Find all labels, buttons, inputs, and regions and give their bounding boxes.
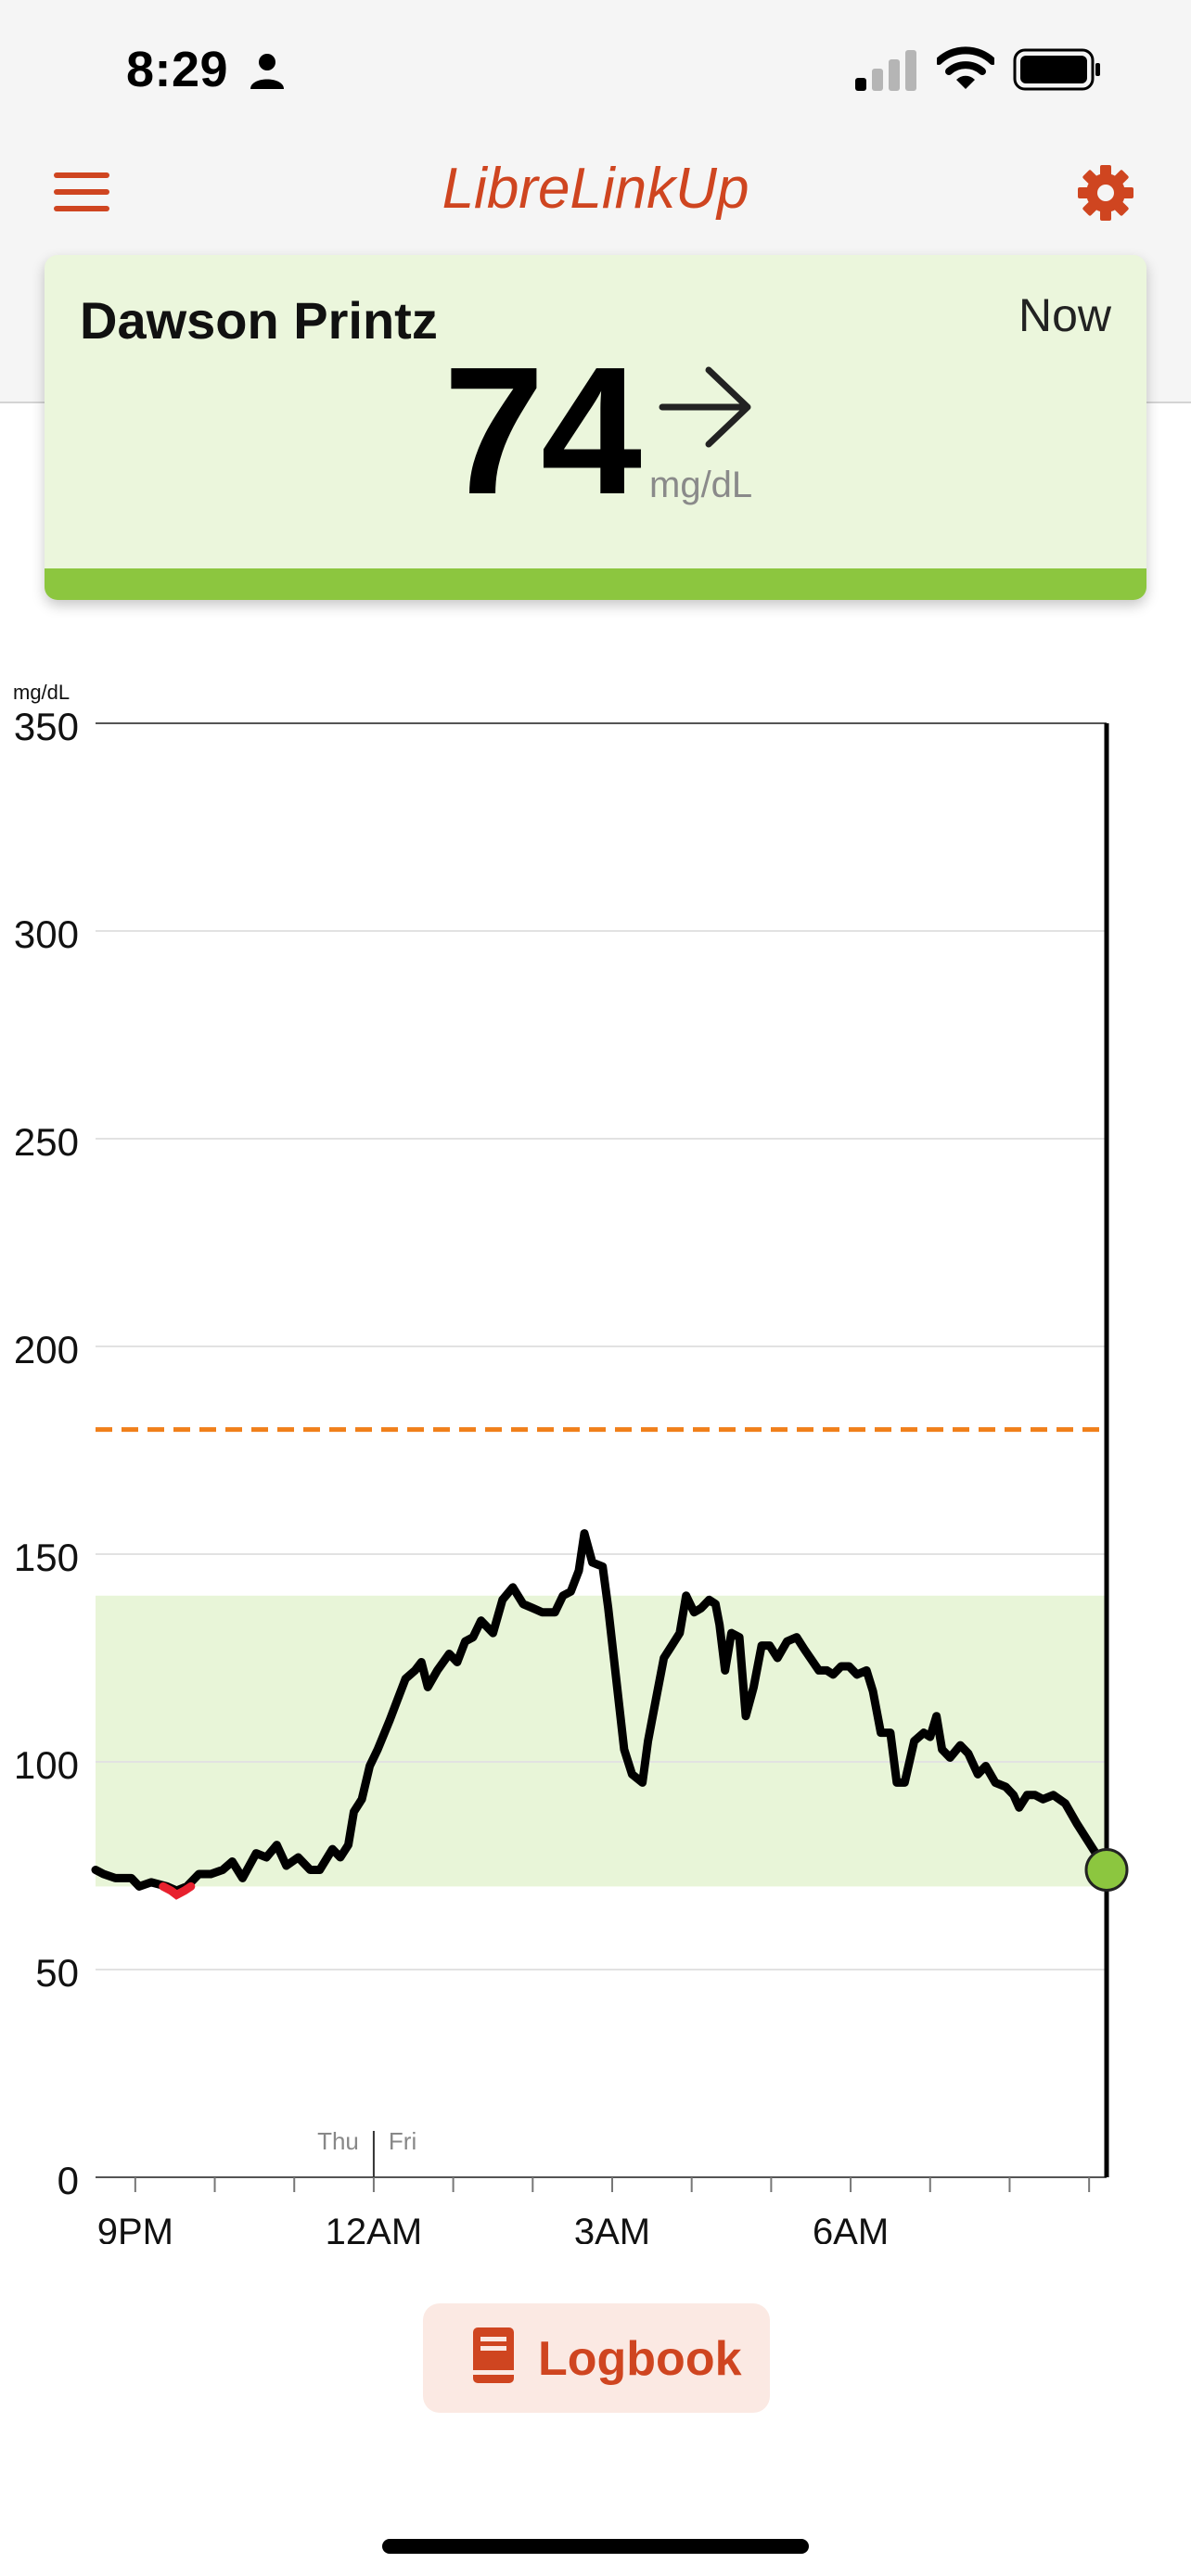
range-status-bar: [45, 568, 1146, 600]
arrow-right-icon: [659, 366, 751, 448]
book-icon: [473, 2327, 514, 2383]
home-indicator[interactable]: [382, 2539, 809, 2554]
current-reading-point: [1084, 1847, 1129, 1892]
glucose-series-line: [91, 1529, 1111, 1895]
y-tick-label: 300: [14, 912, 79, 956]
y-tick-label: 0: [58, 2159, 79, 2202]
patient-name: Dawson Printz: [80, 291, 438, 350]
status-time: 8:29: [126, 42, 229, 97]
cellular-signal-icon: [855, 50, 916, 91]
y-tick-label: 350: [14, 705, 79, 748]
x-tick-label: 3AM: [574, 2212, 650, 2244]
gear-icon[interactable]: [1076, 163, 1135, 223]
target-range-band: [96, 1595, 1107, 1887]
hamburger-menu-icon[interactable]: [54, 169, 113, 215]
status-bar: 8:29: [0, 0, 1191, 139]
y-tick-label: 50: [35, 1951, 79, 1995]
y-tick-label: 200: [14, 1328, 79, 1371]
x-tick-label: 6AM: [813, 2212, 889, 2244]
person-icon: [250, 54, 284, 89]
y-tick-label: 100: [14, 1743, 79, 1787]
glucose-value: 74: [443, 329, 642, 532]
x-tick-label: 9PM: [97, 2212, 173, 2244]
low-glucose-segment: [159, 1881, 196, 1900]
y-tick-label: 150: [14, 1536, 79, 1579]
glucose-reading-card[interactable]: Dawson Printz Now 74 mg/dL: [45, 255, 1146, 600]
x-tick-label: 12AM: [326, 2212, 423, 2244]
logbook-label: Logbook: [538, 2332, 742, 2386]
y-axis-unit-label: mg/dL: [13, 681, 70, 704]
glucose-unit: mg/dL: [649, 465, 753, 505]
wifi-icon: [937, 46, 994, 89]
day-label-after: Fri: [389, 2127, 416, 2155]
y-tick-label: 250: [14, 1120, 79, 1164]
app-title: LibreLinkUp: [442, 157, 749, 221]
battery-icon: [1013, 48, 1100, 91]
logbook-button[interactable]: Logbook: [423, 2303, 770, 2413]
day-label-before: Thu: [317, 2127, 359, 2155]
reading-time: Now: [1018, 289, 1111, 341]
